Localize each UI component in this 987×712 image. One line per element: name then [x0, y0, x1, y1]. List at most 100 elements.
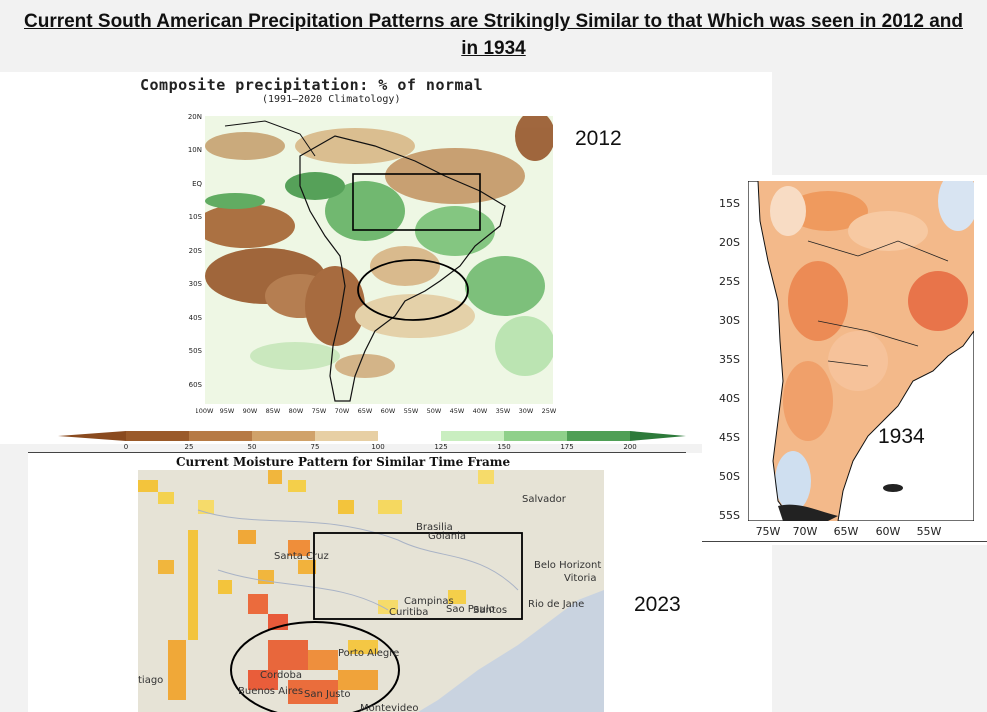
- lat-label: 40S: [189, 314, 203, 322]
- lon-label: 55W: [917, 525, 942, 538]
- year-label-1934: 1934: [878, 425, 925, 448]
- colorbar-tick: 75: [311, 443, 320, 451]
- map-2012-lon-axis: 100W 95W 90W 85W 80W 75W 70W 65W 60W 55W…: [196, 407, 557, 415]
- colorbar-bin: [252, 431, 315, 441]
- lon-label: 30W: [519, 407, 534, 415]
- lon-label: 65W: [358, 407, 373, 415]
- lat-label: EQ: [192, 180, 202, 188]
- lon-label: 80W: [289, 407, 304, 415]
- city-label: Brasilia: [416, 522, 453, 533]
- slide-title-line-1: Current South American Precipitation Pat…: [24, 11, 963, 32]
- city-label: Campinas: [404, 596, 454, 607]
- city-label: Curitiba: [389, 607, 428, 618]
- precip-anomaly-field: [205, 116, 553, 378]
- year-label-2023: 2023: [634, 593, 681, 616]
- map-2023-title: Current Moisture Pattern for Similar Tim…: [176, 455, 511, 469]
- lon-label: 55W: [404, 407, 419, 415]
- falkland-islands: [883, 484, 903, 492]
- map-2012-title: Composite precipitation: % of normal: [140, 76, 484, 94]
- city-label: Goiania: [428, 531, 466, 542]
- year-label-2012: 2012: [575, 127, 622, 150]
- lat-label: 40S: [719, 392, 740, 405]
- highlight-box: [352, 173, 481, 231]
- colorbar: 0 25 50 75 100 125 150 175 200: [58, 431, 686, 451]
- city-label: Montevideo: [360, 703, 418, 712]
- anomaly-patches: [770, 181, 974, 511]
- colorbar-tick: 200: [623, 443, 636, 451]
- lon-label: 50W: [427, 407, 442, 415]
- colorbar-bin: [567, 431, 630, 441]
- lon-label: 45W: [450, 407, 465, 415]
- city-label: San Justo: [304, 689, 351, 700]
- map-1934-bottom-rule: [702, 541, 987, 542]
- city-label: Cordoba: [260, 670, 302, 681]
- lat-label: 20N: [188, 113, 202, 121]
- city-label: Rio de Jane: [528, 599, 584, 610]
- map-1934-lon-axis: 75W 70W 65W 60W 55W: [756, 525, 942, 538]
- lon-label: 95W: [220, 407, 235, 415]
- lon-label: 70W: [793, 525, 818, 538]
- lat-label: 55S: [719, 509, 740, 522]
- coastline: [757, 181, 974, 521]
- lat-label: 50S: [189, 347, 203, 355]
- tierra-del-fuego: [778, 504, 838, 521]
- lon-label: 75W: [756, 525, 781, 538]
- city-label: Santa Cruz: [274, 551, 329, 562]
- city-label: Salvador: [522, 494, 567, 505]
- slide-title: Current South American Precipitation Pat…: [0, 8, 987, 62]
- colorbar-tick: 150: [497, 443, 510, 451]
- city-label: Vitoria: [564, 573, 596, 584]
- colorbar-tick: 0: [124, 443, 128, 451]
- colorbar-tick: 175: [560, 443, 573, 451]
- map-2012-plot: [205, 116, 553, 404]
- lat-label: 10N: [188, 146, 202, 154]
- lat-label: 60S: [189, 381, 203, 389]
- lat-label: 30S: [719, 314, 740, 327]
- lat-label: 35S: [719, 353, 740, 366]
- colorbar-bin: [189, 431, 252, 441]
- lon-label: 65W: [834, 525, 859, 538]
- panel-divider: [28, 452, 686, 453]
- colorbar-bin: [126, 431, 189, 441]
- colorbar-bin: [504, 431, 567, 441]
- lat-label: 15S: [719, 197, 740, 210]
- lon-label: 60W: [876, 525, 901, 538]
- colorbar-bin: [315, 431, 378, 441]
- map-1934-lat-axis: 15S 20S 25S 30S 35S 40S 45S 50S 55S: [719, 197, 740, 522]
- colorbar-bin: [441, 431, 504, 441]
- lat-label: 45S: [719, 431, 740, 444]
- map-2023-plot: Salvador Brasilia Goiania Santa Cruz Bel…: [138, 470, 604, 712]
- lon-label: 35W: [496, 407, 511, 415]
- lon-label: 70W: [335, 407, 350, 415]
- colorbar-bin: [378, 431, 441, 441]
- highlight-ellipse: [230, 621, 400, 712]
- city-label: Belo Horizont: [534, 560, 601, 571]
- lon-label: 75W: [312, 407, 327, 415]
- lon-label: 60W: [381, 407, 396, 415]
- lat-label: 20S: [719, 236, 740, 249]
- map-1934-panel: 15S 20S 25S 30S 35S 40S 45S 50S 55S 75W: [702, 175, 987, 545]
- colorbar-left-arrow: [58, 431, 126, 441]
- lat-label: 10S: [189, 213, 203, 221]
- lat-label: 30S: [189, 280, 203, 288]
- colorbar-right-arrow: [630, 431, 686, 441]
- lat-label: 50S: [719, 470, 740, 483]
- city-label: Sao Paulo: [446, 604, 495, 615]
- city-label: Porto Alegre: [338, 648, 399, 659]
- map-2012-subtitle: (1991–2020 Climatology): [262, 94, 401, 105]
- slide-title-line-2: in 1934: [461, 38, 526, 59]
- city-labels: Salvador Brasilia Goiania Santa Cruz Bel…: [138, 494, 601, 712]
- colorbar-tick: 100: [371, 443, 384, 451]
- colorbar-tick: 25: [185, 443, 194, 451]
- lon-label: 25W: [542, 407, 557, 415]
- city-label: Buenos Aires: [238, 686, 303, 697]
- lon-label: 40W: [473, 407, 488, 415]
- colorbar-tick: 50: [248, 443, 257, 451]
- lon-label: 90W: [243, 407, 258, 415]
- lon-label: 100W: [196, 407, 214, 415]
- city-label: Santos: [473, 605, 507, 616]
- map-1934-plot: [748, 181, 974, 521]
- colorbar-tick: 125: [434, 443, 447, 451]
- lat-label: 20S: [189, 247, 203, 255]
- highlight-box: [313, 532, 523, 620]
